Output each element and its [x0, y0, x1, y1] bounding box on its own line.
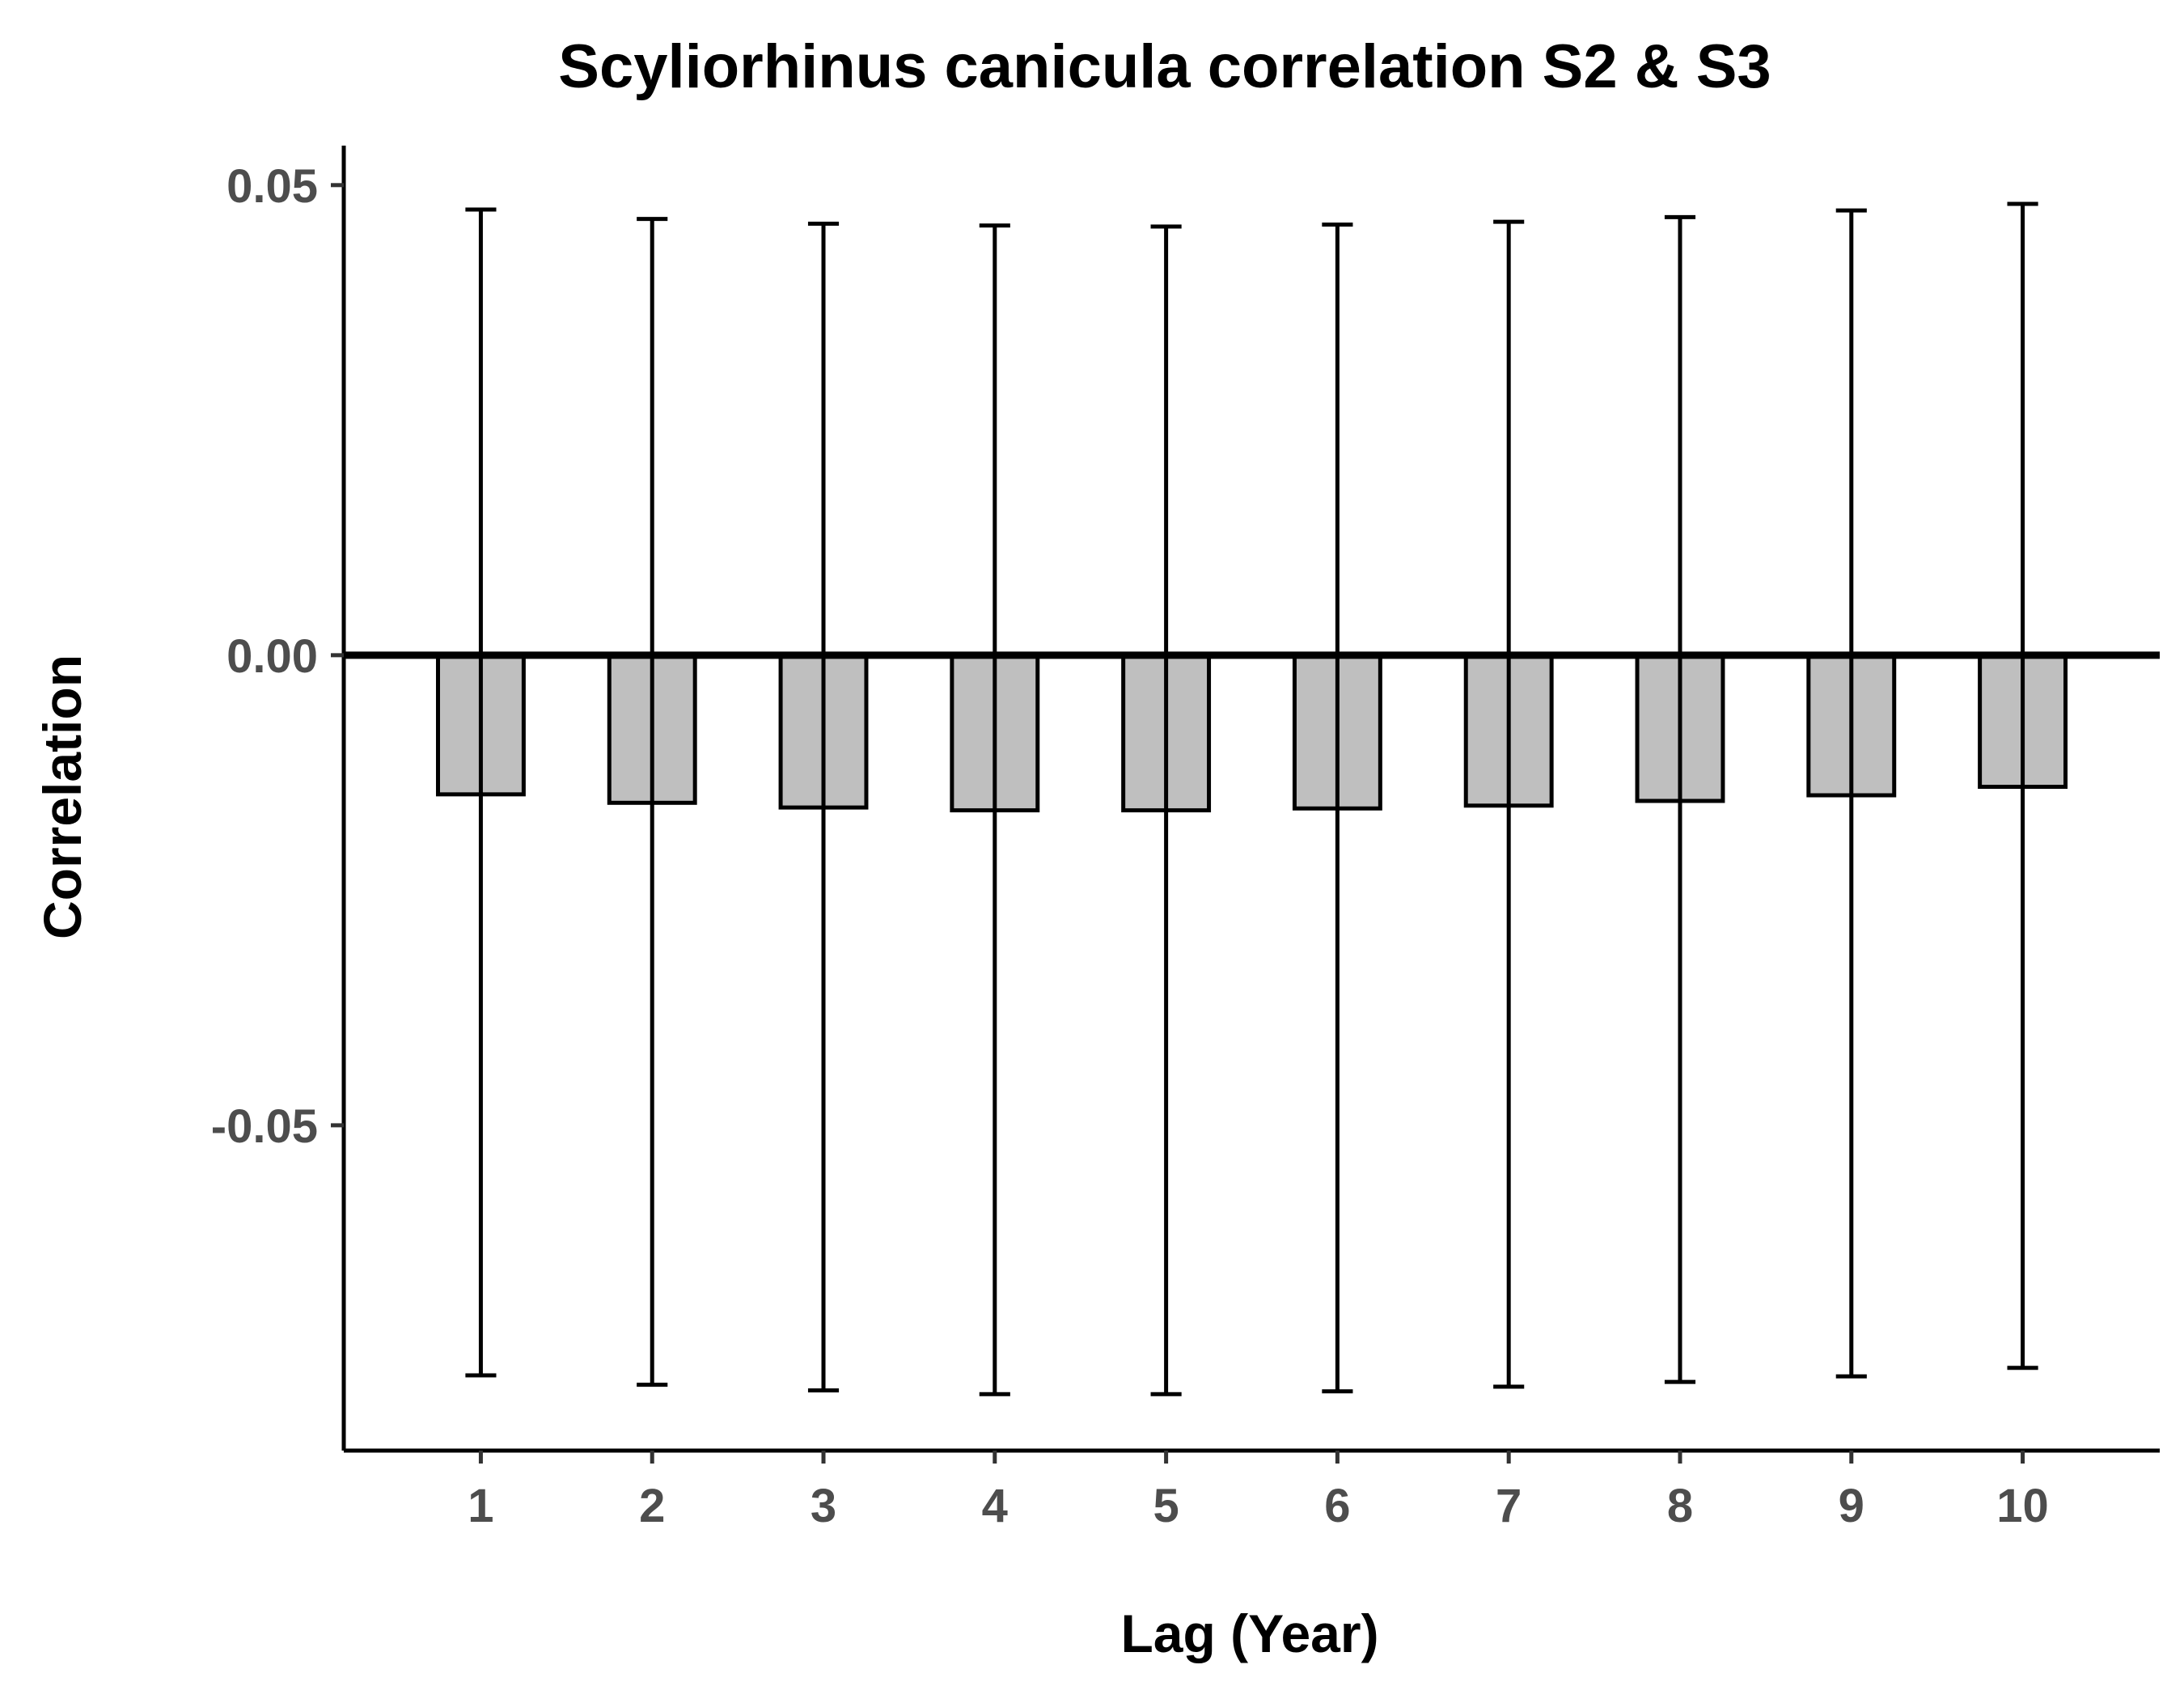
- y-tick-label: 0.00: [226, 630, 318, 683]
- y-tick-label: -0.05: [211, 1100, 318, 1153]
- x-tick-label: 3: [811, 1480, 836, 1532]
- x-tick-label: 4: [982, 1480, 1008, 1532]
- chart-title: Scyliorhinus canicula correlation S2 & S…: [558, 32, 1771, 101]
- x-tick-label: 7: [1496, 1480, 1522, 1532]
- x-axis-title: Lag (Year): [1120, 1603, 1378, 1663]
- x-tick-label: 8: [1667, 1480, 1693, 1532]
- x-tick-label: 10: [1996, 1480, 2049, 1532]
- x-tick-label: 9: [1839, 1480, 1864, 1532]
- plot-area: -0.05 0.00 0.05 1 2 3 4 5 6 7 8 9 10: [211, 146, 2160, 1532]
- x-tick-label: 2: [639, 1480, 665, 1532]
- x-tick-label: 1: [468, 1480, 493, 1532]
- y-tick-label: 0.05: [226, 160, 318, 213]
- x-tick-label: 6: [1324, 1480, 1350, 1532]
- x-tick-label: 5: [1153, 1480, 1179, 1532]
- y-axis-title: Correlation: [32, 655, 92, 939]
